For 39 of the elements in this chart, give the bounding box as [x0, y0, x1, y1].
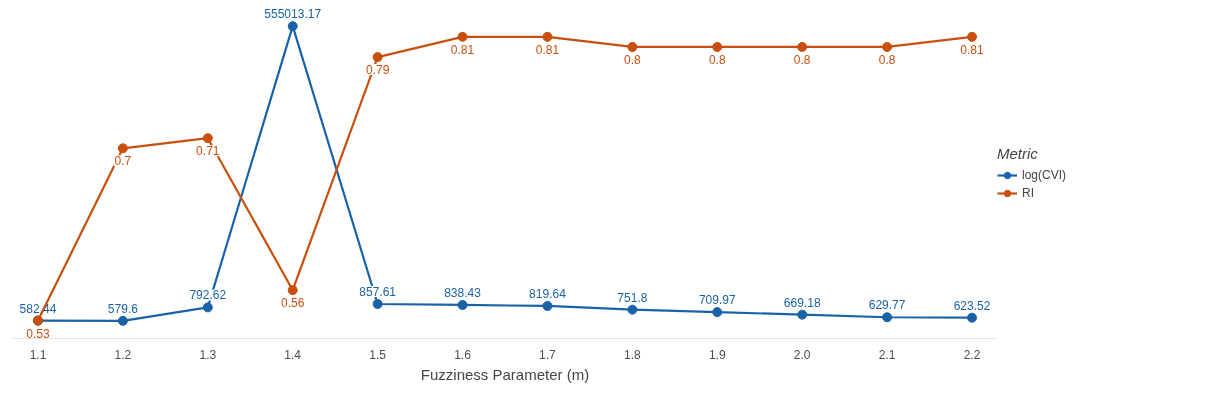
data-label: 0.79	[365, 63, 390, 78]
data-label: 629.77	[868, 298, 906, 313]
data-label: 0.8	[878, 52, 896, 67]
data-label: 792.62	[189, 288, 227, 303]
data-label: 709.97	[698, 293, 736, 308]
legend-label: log(CVI)	[1022, 167, 1067, 183]
x-axis-title: Fuzziness Parameter (m)	[420, 365, 590, 383]
data-label: 555013.17	[264, 7, 322, 22]
x-tick-label: 1.3	[199, 347, 217, 362]
x-tick-label: 1.1	[29, 347, 47, 362]
data-label: 0.7	[114, 154, 132, 169]
x-tick-label: 1.6	[454, 347, 472, 362]
data-label: 819.64	[529, 286, 567, 301]
data-label: 579.6	[107, 301, 139, 316]
legend-title: Metric	[997, 145, 1039, 162]
data-label: 0.81	[535, 42, 560, 57]
x-tick-label: 2.2	[963, 347, 981, 362]
x-tick-label: 2.0	[793, 347, 811, 362]
legend-label: RI	[1022, 185, 1035, 201]
data-label: 0.8	[624, 52, 642, 67]
data-label: 0.81	[960, 42, 985, 57]
data-label: 0.8	[708, 52, 726, 67]
x-tick-label: 1.8	[624, 347, 642, 362]
data-label: 0.8	[793, 52, 811, 67]
data-label: 0.56	[281, 296, 305, 311]
data-label: 751.8	[617, 290, 648, 305]
data-label: 0.71	[196, 144, 220, 159]
x-tick-label: 1.7	[539, 347, 557, 362]
x-tick-label: 1.4	[284, 347, 302, 362]
data-label: 669.18	[783, 295, 821, 310]
x-tick-label: 1.9	[708, 347, 726, 362]
data-label: 623.52	[953, 298, 991, 313]
data-label: 838.43	[444, 285, 482, 300]
x-tick-label: 2.1	[878, 347, 896, 362]
data-label: 857.61	[359, 285, 397, 299]
data-label: 0.81	[450, 42, 475, 57]
x-tick-label: 1.5	[369, 347, 387, 362]
data-label: 0.53	[26, 326, 50, 341]
x-tick-label: 1.2	[114, 347, 132, 362]
